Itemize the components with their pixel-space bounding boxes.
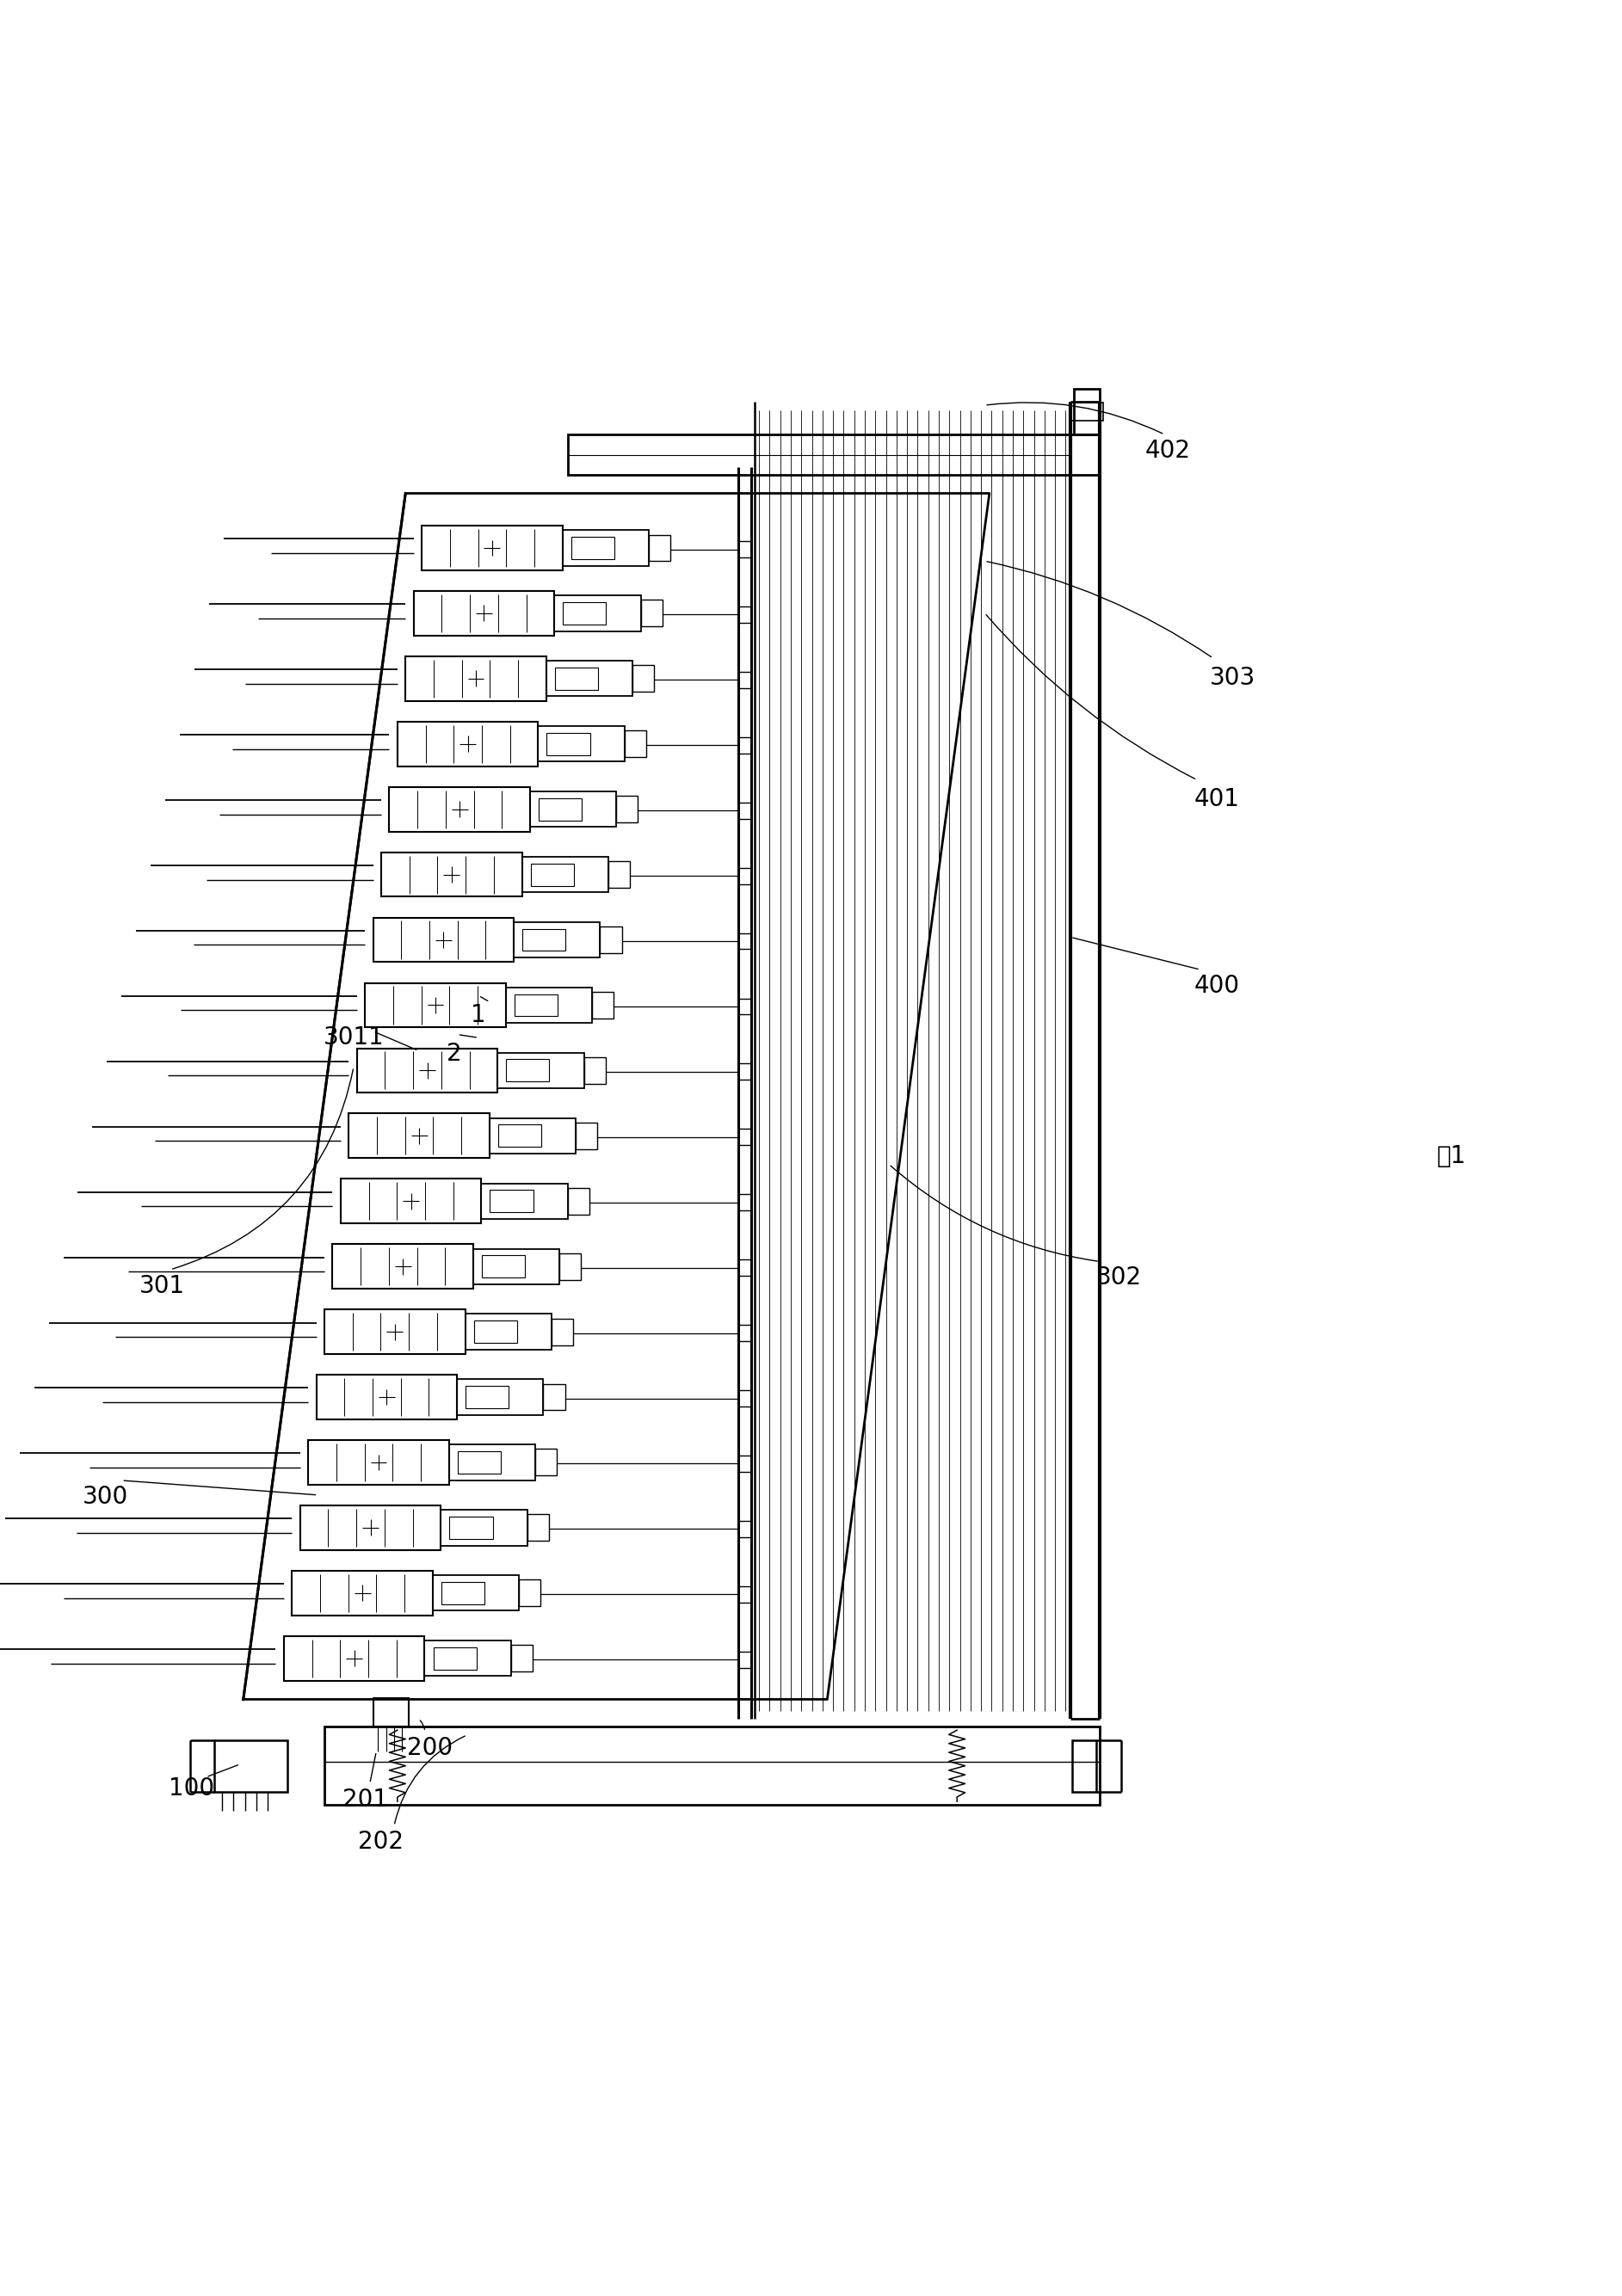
Text: 402: 402 <box>1145 439 1191 464</box>
Bar <box>543 1384 564 1410</box>
Bar <box>324 1309 466 1355</box>
Bar <box>433 1646 477 1669</box>
Bar <box>568 434 1100 475</box>
Bar <box>1074 388 1100 434</box>
Text: 400: 400 <box>1194 974 1239 999</box>
Bar <box>341 1178 482 1224</box>
Bar <box>457 1451 501 1474</box>
Bar <box>539 726 624 762</box>
Bar <box>649 535 670 560</box>
Bar <box>389 788 530 831</box>
Text: 201: 201 <box>342 1789 388 1812</box>
Bar <box>576 1123 597 1148</box>
Text: 202: 202 <box>358 1830 404 1855</box>
Bar <box>474 1320 517 1343</box>
Text: 1: 1 <box>470 1003 487 1026</box>
Bar <box>373 918 514 962</box>
Bar <box>530 792 616 827</box>
Bar <box>425 1642 511 1676</box>
Bar <box>506 987 592 1024</box>
Bar <box>506 1058 550 1081</box>
Text: 303: 303 <box>1210 666 1255 689</box>
Bar <box>584 1056 605 1084</box>
Bar <box>633 666 654 691</box>
Bar <box>519 1580 540 1607</box>
Bar <box>624 730 646 758</box>
Bar <box>514 994 558 1017</box>
Bar <box>422 526 563 569</box>
Bar <box>560 1254 581 1279</box>
Bar <box>592 992 613 1019</box>
Bar <box>300 1506 441 1550</box>
Text: 100: 100 <box>169 1777 214 1800</box>
Bar <box>324 1727 1100 1805</box>
Bar <box>457 1380 543 1414</box>
Bar <box>333 1244 474 1288</box>
Bar <box>641 599 662 627</box>
Bar <box>522 930 566 951</box>
Bar <box>547 732 590 755</box>
Bar <box>1072 1740 1096 1791</box>
Bar <box>449 1444 535 1481</box>
Bar <box>357 1049 498 1093</box>
Bar <box>381 852 522 898</box>
Text: 图1: 图1 <box>1437 1143 1466 1169</box>
Bar <box>214 1740 287 1791</box>
Text: 300: 300 <box>83 1486 128 1508</box>
Bar <box>547 661 633 696</box>
Bar <box>514 923 600 957</box>
Bar <box>349 1114 490 1157</box>
Bar <box>1071 402 1103 420</box>
Bar <box>490 1118 576 1153</box>
Bar <box>482 1256 526 1277</box>
Bar <box>308 1440 449 1486</box>
Bar <box>498 1125 542 1148</box>
Bar <box>498 1052 584 1088</box>
Text: 301: 301 <box>139 1274 185 1297</box>
Bar <box>616 797 637 822</box>
Bar <box>284 1637 425 1681</box>
Bar <box>292 1570 433 1614</box>
Bar <box>530 863 574 886</box>
Bar <box>563 602 607 625</box>
Bar <box>551 1318 573 1345</box>
Bar <box>563 530 649 565</box>
Bar <box>316 1375 457 1419</box>
Bar <box>608 861 629 889</box>
Text: 401: 401 <box>1194 788 1239 810</box>
Bar <box>527 1515 548 1541</box>
Bar <box>555 595 641 631</box>
Bar <box>568 1187 589 1215</box>
Bar <box>397 721 539 767</box>
Text: 302: 302 <box>1096 1265 1142 1290</box>
Bar <box>373 1697 409 1727</box>
Bar <box>482 1182 568 1219</box>
Text: 200: 200 <box>407 1736 453 1761</box>
Bar <box>474 1249 560 1283</box>
Text: 2: 2 <box>446 1042 462 1065</box>
Bar <box>414 590 555 636</box>
Bar <box>406 657 547 700</box>
Text: 3011: 3011 <box>323 1026 384 1049</box>
Bar <box>441 1511 527 1545</box>
Bar <box>571 537 615 560</box>
Bar <box>433 1575 519 1612</box>
Bar <box>365 983 506 1026</box>
Bar <box>555 668 599 689</box>
Bar <box>466 1313 551 1350</box>
Bar <box>535 1449 556 1476</box>
Bar <box>449 1518 493 1538</box>
Bar <box>539 799 582 820</box>
Bar <box>490 1189 534 1212</box>
Bar <box>511 1644 532 1671</box>
Bar <box>522 856 608 893</box>
Bar <box>466 1387 509 1407</box>
Bar <box>600 928 621 953</box>
Bar <box>441 1582 485 1605</box>
